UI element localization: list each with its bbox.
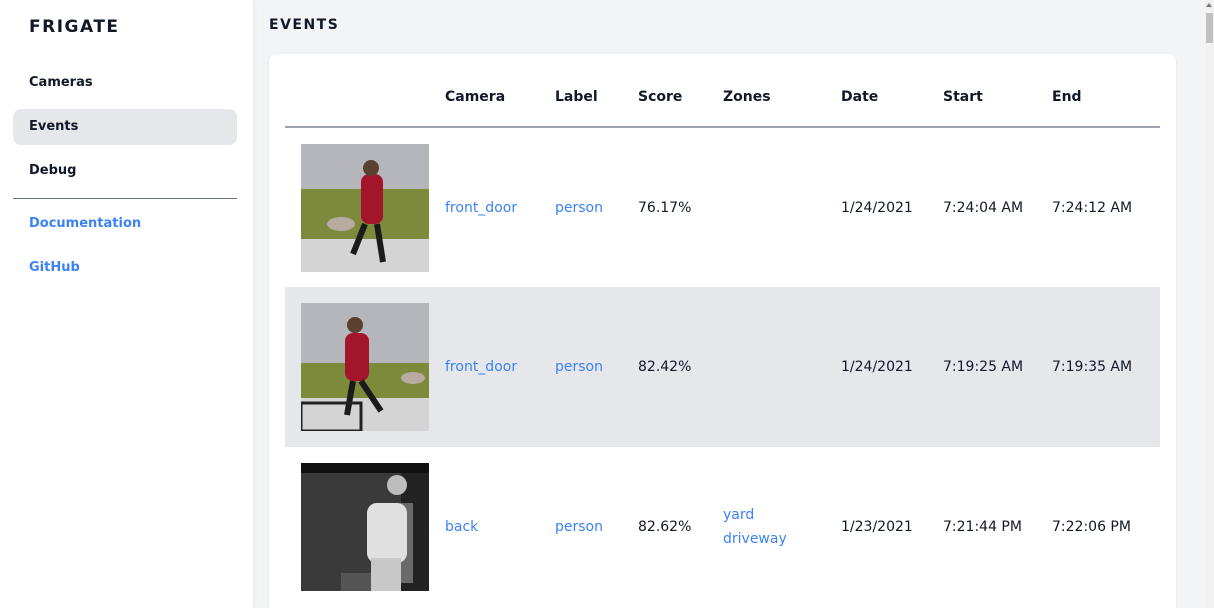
zone-link[interactable]: driveway [723, 531, 787, 547]
score: 82.42% [638, 287, 723, 447]
column-header-start: Start [943, 54, 1052, 128]
label-link[interactable]: person [555, 519, 603, 535]
end-time: 7:19:35 AM [1052, 287, 1160, 447]
camera-link[interactable]: front_door [445, 359, 518, 375]
scroll-up-arrow-icon[interactable] [1206, 3, 1212, 7]
page-title: EVENTS [269, 17, 340, 33]
column-header-zones: Zones [723, 54, 841, 128]
brand-logo: FRIGATE [29, 17, 120, 37]
sidebar-link-github[interactable]: GitHub [29, 260, 80, 275]
scrollbar-thumb[interactable] [1206, 13, 1213, 43]
column-header-date: Date [841, 54, 943, 128]
label-link[interactable]: person [555, 199, 603, 216]
date: 1/23/2021 [841, 519, 913, 535]
table-header: Camera Label Score Zones Date Start End [285, 54, 1160, 128]
column-header-camera: Camera [445, 54, 555, 128]
date: 1/24/2021 [841, 199, 913, 216]
column-header-thumbnail [285, 54, 445, 128]
column-header-score: Score [638, 54, 723, 128]
column-header-label: Label [555, 54, 638, 128]
score: 82.62% [638, 519, 692, 535]
scrollbar[interactable] [1205, 0, 1214, 608]
event-thumbnail[interactable] [301, 463, 429, 591]
events-card: Camera Label Score Zones Date Start End … [269, 54, 1176, 608]
events-table: Camera Label Score Zones Date Start End … [285, 54, 1160, 607]
zones [723, 127, 841, 287]
camera-link[interactable]: back [445, 519, 479, 535]
sidebar-item-events[interactable]: Events [13, 109, 237, 145]
column-header-end: End [1052, 54, 1160, 128]
label-link[interactable]: person [555, 359, 603, 375]
table-row[interactable]: back person 82.62% yard driveway 1/23/20… [285, 447, 1160, 607]
end-time: 7:22:06 PM [1052, 519, 1131, 535]
zones [723, 287, 841, 447]
start-time: 7:21:44 PM [943, 519, 1022, 535]
sidebar-divider [13, 198, 237, 199]
sidebar-item-cameras[interactable]: Cameras [29, 75, 93, 90]
event-thumbnail[interactable] [301, 303, 429, 431]
camera-link[interactable]: front_door [445, 199, 518, 216]
start-time: 7:19:25 AM [943, 287, 1052, 447]
date: 1/24/2021 [841, 287, 943, 447]
zone-link[interactable]: yard [723, 507, 755, 523]
sidebar-link-documentation[interactable]: Documentation [29, 216, 142, 231]
zones: yard driveway [723, 447, 841, 607]
sidebar-item-debug[interactable]: Debug [29, 163, 77, 178]
end-time: 7:24:12 AM [1052, 199, 1133, 216]
sidebar: FRIGATE Cameras Events Debug Documentati… [0, 0, 253, 608]
score: 76.17% [638, 199, 692, 216]
start-time: 7:24:04 AM [943, 199, 1024, 216]
event-thumbnail[interactable] [301, 143, 429, 272]
table-row[interactable]: front_door person 76.17% 1/24/2021 7:24:… [285, 127, 1160, 287]
table-row[interactable]: front_door person 82.42% 1/24/2021 7:19:… [285, 287, 1160, 447]
